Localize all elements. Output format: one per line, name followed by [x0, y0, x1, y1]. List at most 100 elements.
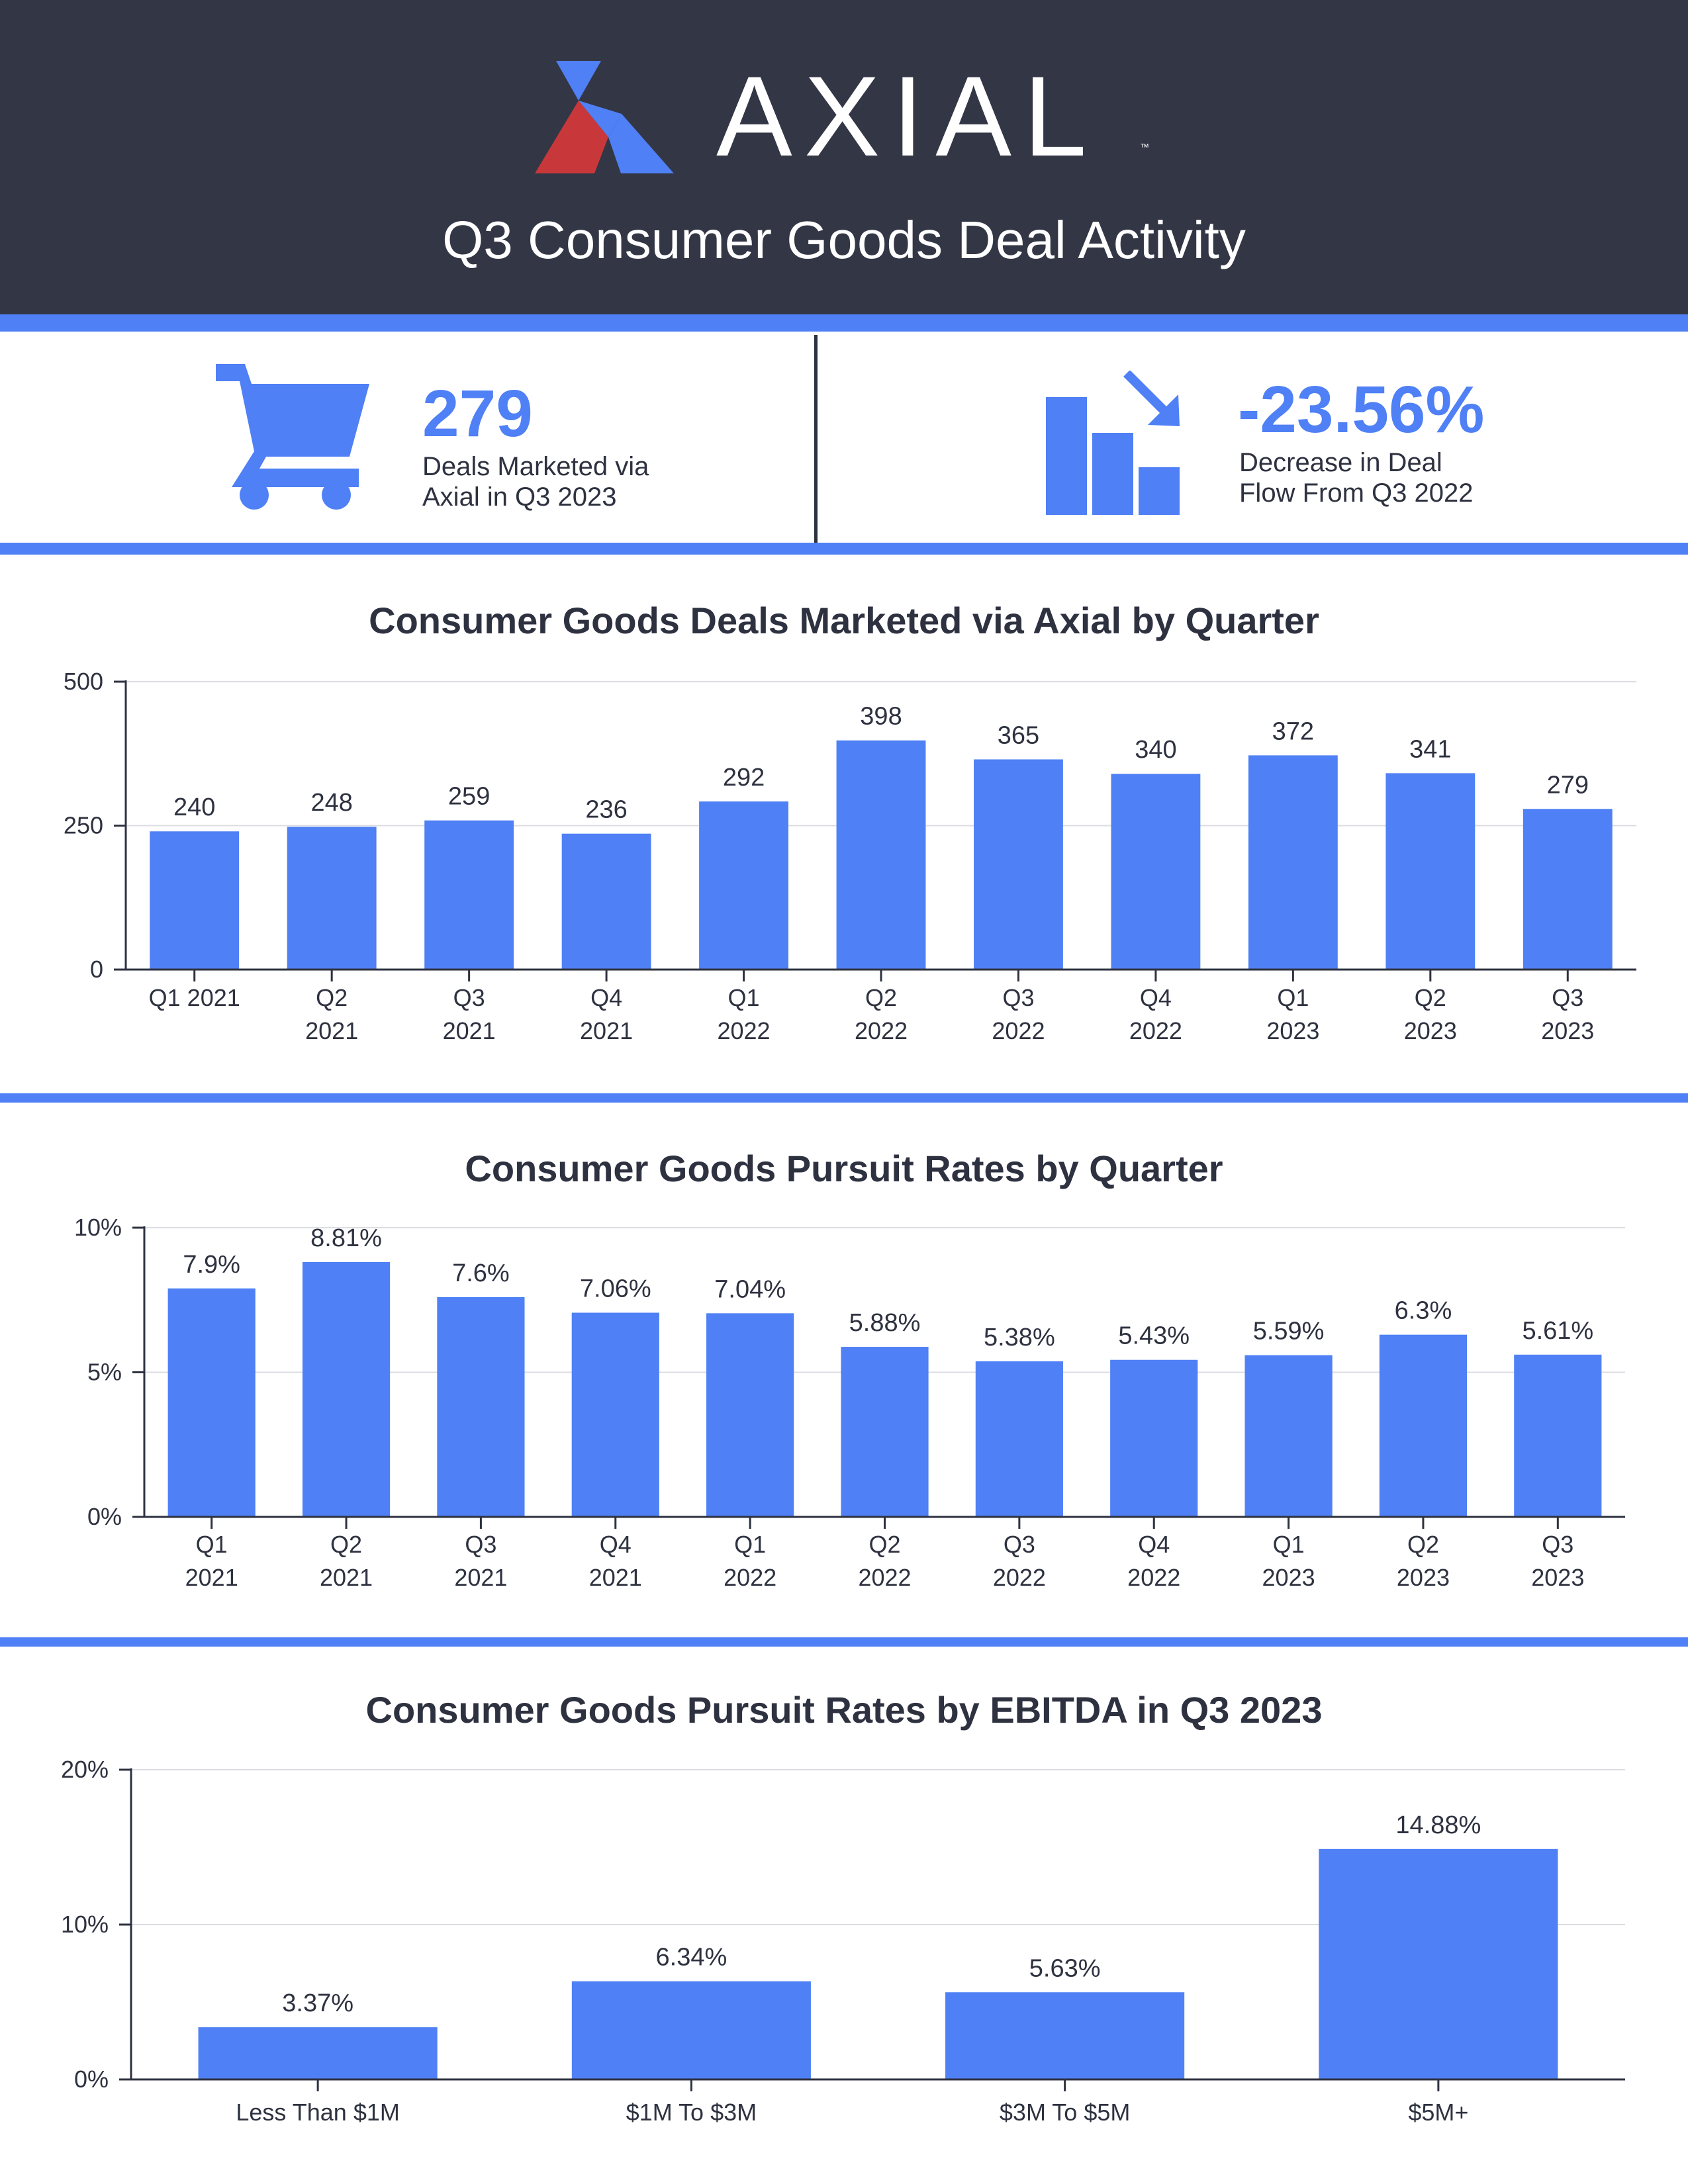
x-tick-label: Q4 — [1138, 1531, 1170, 1558]
data-label: 5.38% — [984, 1324, 1055, 1351]
kpi-divider — [814, 335, 818, 544]
x-tick-label: Q2 — [1415, 984, 1446, 1011]
data-label: 398 — [860, 703, 902, 731]
x-tick-label: Q1 — [1277, 984, 1309, 1011]
data-label: 6.34% — [656, 1944, 727, 1972]
x-tick-label: Q1 — [1273, 1531, 1305, 1558]
bar — [167, 1288, 256, 1517]
bar — [1385, 773, 1476, 970]
kpi-deals-label-line2: Axial in Q3 2023 — [422, 482, 617, 512]
data-label: 7.6% — [452, 1259, 510, 1287]
x-tick-label: Q4 — [590, 984, 622, 1011]
x-tick-label: 2023 — [1541, 1017, 1594, 1044]
x-tick-label: 2021 — [443, 1017, 496, 1044]
x-tick-label: Q3 — [465, 1531, 496, 1558]
data-label: 292 — [723, 764, 765, 792]
divider-bar — [0, 1637, 1688, 1647]
bar — [699, 801, 788, 970]
x-tick-label: Q1 — [728, 984, 760, 1011]
y-tick-label: 0% — [74, 2066, 109, 2093]
bar — [1319, 1848, 1558, 2079]
x-tick-label: 2023 — [1262, 1564, 1315, 1591]
data-label: 5.61% — [1522, 1317, 1593, 1345]
data-label: 5.43% — [1118, 1322, 1190, 1350]
chart-title-pursuit-ebitda: Consumer Goods Pursuit Rates by EBITDA i… — [365, 1689, 1323, 1731]
bar — [974, 759, 1063, 970]
bar — [561, 833, 651, 970]
bar — [706, 1313, 794, 1517]
data-label: 8.81% — [310, 1224, 382, 1252]
bar — [1514, 1354, 1602, 1517]
y-tick-label: 250 — [64, 812, 103, 839]
x-tick-label: Q2 — [1407, 1531, 1439, 1558]
axial-logo: AXIAL ™ — [0, 57, 1688, 176]
y-tick-label: 0 — [90, 956, 103, 983]
x-tick-label: 2021 — [454, 1564, 507, 1591]
kpi-decrease-value: -23.56% — [1238, 373, 1485, 447]
data-label: 236 — [585, 796, 627, 824]
x-tick-label: Q2 — [868, 1531, 900, 1558]
bar — [836, 740, 926, 970]
kpi-decrease-label-line2: Flow From Q3 2022 — [1239, 478, 1474, 508]
chart-title-pursuit-quarter: Consumer Goods Pursuit Rates by Quarter — [465, 1148, 1223, 1189]
x-tick-label: Q3 — [1542, 1531, 1573, 1558]
x-tick-label: 2021 — [580, 1017, 633, 1044]
x-tick-label: 2021 — [305, 1017, 358, 1044]
header: AXIAL ™ Q3 Consumer Goods Deal Activity — [0, 0, 1688, 314]
x-tick-label: 2023 — [1397, 1564, 1450, 1591]
bar — [571, 1312, 659, 1517]
x-tick-label: Q3 — [453, 984, 485, 1011]
trademark-symbol: ™ — [1140, 142, 1149, 152]
x-tick-label: 2022 — [724, 1564, 776, 1591]
bar — [1244, 1355, 1333, 1517]
bar — [302, 1262, 391, 1517]
data-label: 5.59% — [1253, 1318, 1325, 1345]
declining-bars-icon — [1046, 371, 1180, 515]
x-tick-label: Q3 — [1002, 984, 1034, 1011]
divider-bar — [0, 543, 1688, 555]
page-title: Q3 Consumer Goods Deal Activity — [442, 210, 1246, 269]
x-tick-label: 2022 — [992, 1017, 1045, 1044]
data-label: 6.3% — [1395, 1297, 1452, 1325]
x-tick-label: Q2 — [865, 984, 897, 1011]
data-label: 7.06% — [580, 1275, 651, 1302]
y-tick-label: 10% — [74, 1214, 122, 1241]
y-tick-label: 0% — [87, 1503, 122, 1530]
bar — [945, 1992, 1185, 2079]
data-label: 365 — [998, 721, 1039, 749]
data-label: 5.88% — [849, 1309, 921, 1337]
x-tick-label: Q4 — [1140, 984, 1172, 1011]
kpi-deals-value: 279 — [422, 377, 533, 451]
data-label: 259 — [448, 783, 490, 811]
x-tick-label: Q3 — [1004, 1531, 1035, 1558]
bar — [437, 1297, 525, 1517]
divider-bar — [0, 314, 1688, 332]
data-label: 340 — [1135, 736, 1176, 764]
bar — [1111, 774, 1201, 970]
data-label: 5.63% — [1029, 1954, 1101, 1982]
x-tick-label: Q1 — [734, 1531, 766, 1558]
x-tick-label: 2021 — [589, 1564, 642, 1591]
x-tick-label: Q4 — [600, 1531, 632, 1558]
data-label: 7.04% — [714, 1275, 786, 1303]
bar — [841, 1347, 929, 1517]
data-label: 248 — [310, 789, 352, 817]
x-tick-label: $3M To $5M — [1000, 2099, 1130, 2126]
bar — [424, 820, 514, 970]
divider-bar — [0, 1093, 1688, 1103]
y-tick-label: 10% — [61, 1911, 109, 1938]
bar — [975, 1361, 1063, 1517]
data-label: 240 — [173, 794, 215, 821]
x-tick-label: 2022 — [717, 1017, 770, 1044]
x-tick-label: 2021 — [185, 1564, 238, 1591]
pursuit-rates-by-quarter-chart: 0% 5% 10% 7.9% Q1 2021 8.81% Q2 2021 7.6% Q3 2021 7.… — [74, 1214, 1625, 1591]
x-tick-label: Q2 — [316, 984, 348, 1011]
x-tick-label: 2023 — [1266, 1017, 1319, 1044]
axial-logo-mark-icon — [535, 61, 674, 173]
deals-by-quarter-chart: 0 250 500 240 Q1 2021 248 Q2 2021 259 Q3 2021 236 Q4… — [64, 668, 1636, 1044]
bar — [1523, 809, 1613, 970]
kpi-deals-label-line1: Deals Marketed via — [422, 452, 649, 481]
kpi-decrease-label-line1: Decrease in Deal — [1239, 448, 1442, 477]
axial-wordmark: AXIAL — [716, 53, 1099, 180]
bar — [1379, 1334, 1468, 1517]
